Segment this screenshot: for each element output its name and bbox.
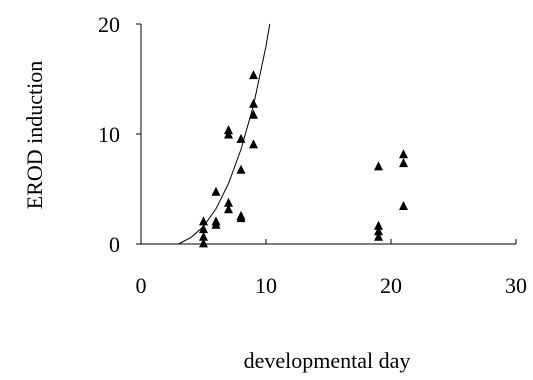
y-tick-label: 10 xyxy=(98,122,120,147)
x-tick-label: 0 xyxy=(136,273,147,298)
data-point-triangle xyxy=(236,210,246,220)
data-point-triangle xyxy=(199,224,208,234)
data-point-triangle xyxy=(224,204,233,214)
data-point-triangle xyxy=(211,186,221,196)
data-point-triangle xyxy=(399,149,408,159)
data-point-triangle xyxy=(199,231,208,241)
y-tick-label: 0 xyxy=(109,232,120,257)
x-tick-label: 30 xyxy=(505,273,527,298)
fit-curve-line xyxy=(178,23,271,245)
data-point-triangle xyxy=(399,158,408,168)
data-point-triangle xyxy=(249,139,258,149)
data-point-triangle xyxy=(199,238,208,248)
data-point-triangle xyxy=(224,125,233,135)
data-point-triangle xyxy=(399,201,408,210)
plot-area: 0 10 20 0 10 20 30 xyxy=(98,12,527,298)
axis-ticks xyxy=(136,23,517,245)
x-tick-label: 10 xyxy=(255,273,277,298)
data-points xyxy=(199,70,408,248)
data-point-triangle xyxy=(374,220,383,230)
data-point-triangle xyxy=(374,226,383,236)
data-point-triangle xyxy=(249,98,258,108)
data-point-triangle xyxy=(249,109,258,119)
data-point-triangle xyxy=(374,231,383,241)
data-point-triangle xyxy=(236,133,246,143)
x-axis-title: developmental day xyxy=(244,348,411,373)
x-tick-label: 20 xyxy=(380,273,402,298)
data-point-triangle xyxy=(224,197,233,207)
y-tick-label: 20 xyxy=(98,12,120,37)
data-point-triangle xyxy=(236,164,246,174)
data-point-triangle xyxy=(249,70,258,80)
y-axis-title: EROD induction xyxy=(22,61,47,210)
data-point-triangle xyxy=(199,216,208,226)
axis-tick-labels: 0 10 20 0 10 20 30 xyxy=(98,12,527,298)
data-point-triangle xyxy=(374,161,383,171)
data-point-triangle xyxy=(211,216,221,226)
